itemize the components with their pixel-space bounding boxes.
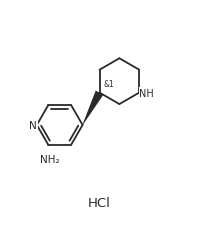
Text: HCl: HCl (88, 196, 111, 209)
Text: NH₂: NH₂ (40, 154, 60, 164)
Text: &1: &1 (104, 80, 114, 89)
Text: NH: NH (139, 88, 154, 98)
Text: N: N (29, 120, 37, 130)
Polygon shape (82, 91, 103, 126)
